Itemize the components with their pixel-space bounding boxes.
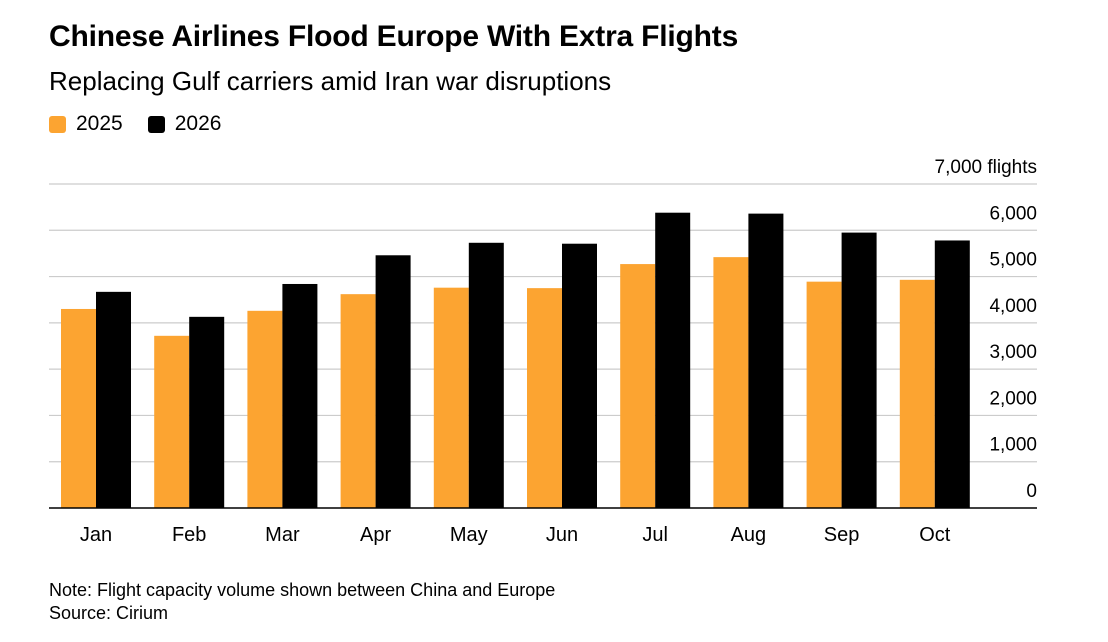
source-text: Source: Cirium <box>49 603 169 623</box>
y-tick-label: 2,000 <box>989 388 1037 409</box>
bar-2026-apr <box>375 255 411 508</box>
y-tick-label: 0 <box>1026 481 1037 502</box>
chart-title: Chinese Airlines Flood Europe With Extra… <box>49 20 739 53</box>
bar-2026-oct <box>934 240 970 508</box>
x-tick-label: Apr <box>360 524 391 546</box>
footnote: Note: Flight capacity volume shown betwe… <box>49 579 555 625</box>
y-tick-label: 1,000 <box>989 435 1037 456</box>
bar-2025-may <box>433 287 469 508</box>
x-tick-label: Jan <box>80 524 112 546</box>
bar-2025-aug <box>713 257 749 508</box>
y-tick-label: 3,000 <box>989 342 1037 363</box>
bar-2025-sep <box>806 281 842 508</box>
legend-swatch-2026 <box>147 115 165 133</box>
bar-2026-sep <box>841 232 877 508</box>
bar-2025-jan <box>61 308 96 508</box>
bar-2025-oct <box>899 279 935 508</box>
legend-label-2025: 2025 <box>76 112 123 135</box>
bar-2026-jan <box>96 291 131 508</box>
chart-subtitle: Replacing Gulf carriers amid Iran war di… <box>49 66 612 96</box>
bar-2026-jul <box>655 212 691 508</box>
bar-2026-may <box>468 242 504 509</box>
bar-2025-feb <box>154 335 190 508</box>
bar-2026-jun <box>562 243 597 509</box>
x-tick-label: Jun <box>546 524 578 546</box>
legend: 2025 2026 <box>49 112 246 136</box>
legend-swatch-2025 <box>49 115 66 133</box>
bar-2025-jul <box>620 264 656 508</box>
x-tick-label: Aug <box>731 524 767 546</box>
y-tick-label: 7,000 flights <box>935 157 1037 178</box>
bar-2025-mar <box>247 310 283 508</box>
x-tick-label: May <box>450 524 488 546</box>
x-tick-label: Sep <box>824 524 860 546</box>
x-tick-label: Mar <box>265 524 300 546</box>
y-tick-label: 4,000 <box>989 296 1037 317</box>
y-tick-label: 5,000 <box>989 250 1037 271</box>
y-tick-label: 6,000 <box>989 203 1037 224</box>
bar-2026-feb <box>189 316 225 508</box>
note-text: Note: Flight capacity volume shown betwe… <box>49 580 556 600</box>
bar-2026-mar <box>282 283 318 508</box>
x-tick-label: Oct <box>919 524 951 546</box>
legend-item-2025: 2025 <box>49 112 123 136</box>
x-tick-label: Feb <box>172 524 206 546</box>
bar-2025-jun <box>527 288 562 508</box>
legend-item-2026: 2026 <box>147 112 222 136</box>
bar-2025-apr <box>340 294 376 508</box>
legend-label-2026: 2026 <box>174 112 222 135</box>
x-tick-label: Jul <box>642 524 668 546</box>
bar-2026-aug <box>748 213 784 508</box>
